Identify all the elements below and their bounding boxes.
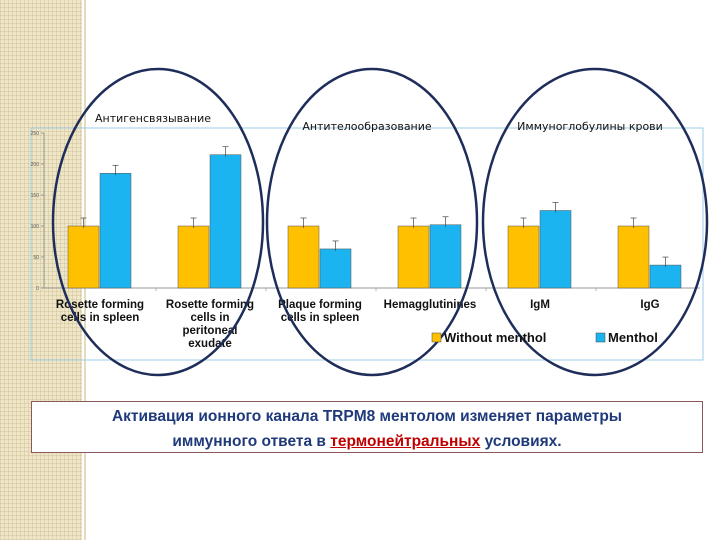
caption-box: Активация ионного канала TRPM8 ментолом …	[31, 401, 703, 453]
x-category-label: IgM	[530, 299, 550, 311]
y-tick-label: 150	[31, 193, 40, 199]
caption-line-1: Активация ионного канала TRPM8 ментолом …	[111, 408, 623, 425]
y-tick-label: 0	[36, 286, 39, 292]
bar-without-menthol	[617, 225, 650, 289]
y-tick-label: 200	[31, 162, 40, 168]
bar-without-menthol	[507, 225, 540, 289]
legend-swatch	[431, 332, 442, 343]
bar-menthol	[209, 154, 242, 289]
x-category-label: Rosette forming	[166, 299, 254, 311]
y-tick-label: 100	[31, 224, 40, 230]
caption-highlight-word: термонейтральных	[330, 433, 481, 450]
group-ellipse	[265, 67, 479, 377]
x-category-label: cells in spleen	[281, 312, 360, 324]
group-title: Антигенсвязывание	[95, 112, 211, 125]
x-category-label: Hemagglutinines	[384, 299, 477, 311]
bar-without-menthol	[397, 225, 430, 289]
legend-swatch	[595, 332, 606, 343]
y-tick-label: 250	[31, 131, 40, 137]
bar-without-menthol	[67, 225, 100, 289]
x-category-label: peritoneal	[183, 325, 238, 337]
bar-menthol	[99, 173, 132, 289]
caption-line-2-suffix: условиях.	[480, 433, 562, 450]
x-category-label: exudate	[188, 338, 231, 350]
bar-menthol	[539, 210, 572, 289]
x-category-label: IgG	[640, 299, 659, 311]
x-category-label: Plaque forming	[278, 299, 362, 311]
bar-menthol	[649, 264, 682, 289]
legend-label: Without menthol	[444, 330, 546, 345]
caption-line-2: иммунного ответа в термонейтральных усло…	[32, 427, 702, 452]
y-tick-label: 50	[33, 255, 39, 261]
group-title: Иммуноглобулины крови	[517, 120, 663, 133]
bar-menthol	[319, 248, 352, 289]
group-title: Антителообразование	[302, 120, 432, 133]
legend-label: Menthol	[608, 330, 658, 345]
bar-without-menthol	[287, 225, 320, 289]
plot-frame	[30, 127, 704, 361]
x-category-label: Rosette forming	[56, 299, 144, 311]
x-category-label: cells in spleen	[61, 312, 140, 324]
bar-menthol	[429, 224, 462, 289]
caption-line-2-prefix: иммунного ответа в	[172, 433, 331, 450]
group-ellipse	[51, 67, 265, 377]
bar-without-menthol	[177, 225, 210, 289]
x-category-label: cells in	[191, 312, 230, 324]
group-ellipse	[481, 67, 709, 377]
